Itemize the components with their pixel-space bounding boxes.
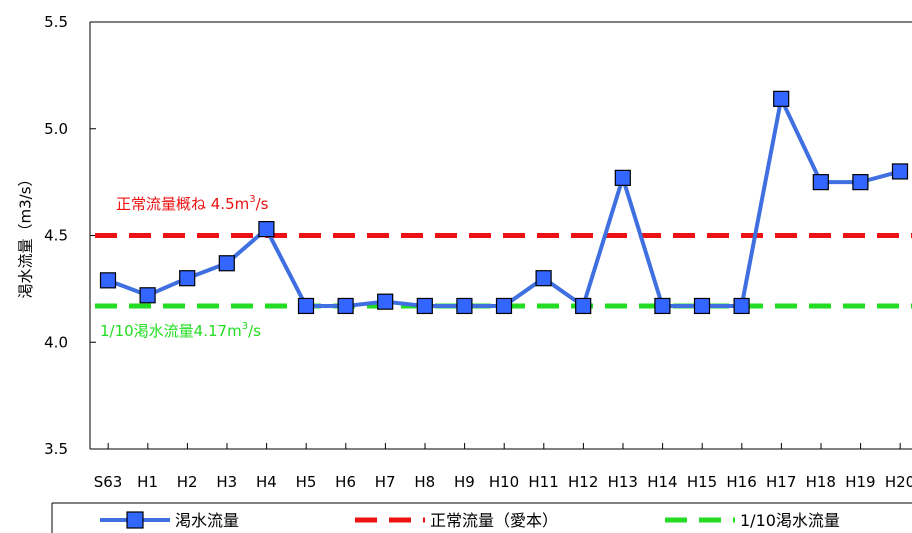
x-tick-label: H15 [687,473,717,491]
data-point [495,297,513,315]
x-tick-label: H9 [454,473,475,491]
x-tick-label: H6 [335,473,356,491]
data-point [812,174,829,191]
legend-marker-square [126,511,144,529]
legend-label-drought-flow: 1/10渇水流量 [740,511,840,530]
data-point [654,297,671,315]
x-tick-label: H12 [568,473,598,491]
y-tick-label: 3.5 [44,440,68,458]
data-point [733,297,750,315]
x-tick-label: H1 [137,473,158,491]
y-tick-label: 4.0 [44,333,68,351]
x-tick-label: H20 [885,473,912,491]
x-tick-label: H18 [806,473,836,491]
x-tick-label: H17 [766,473,796,491]
data-point [773,90,790,107]
y-tick-label: 5.0 [44,120,68,138]
x-tick-label: H14 [647,473,677,491]
x-tick-label: H13 [608,473,638,491]
reference-line-label: 1/10渇水流量4.17m3/s [100,321,261,340]
reference-line-label: 正常流量概ね 4.5m3/s [116,194,269,213]
data-point [99,272,117,289]
legend: 渇水流量 正常流量（愛本） 1/10渇水流量 [51,502,912,533]
data-point [337,297,354,315]
x-tick-label: H3 [216,473,237,491]
reference-lines: 正常流量概ね 4.5m3/s 1/10渇水流量4.17m3/s [95,194,912,340]
x-tick-label: H5 [296,473,317,491]
x-tick-label: H16 [726,473,756,491]
data-point [614,169,631,186]
x-tick-label: H2 [177,473,198,491]
data-point [139,287,156,304]
data-point [891,163,909,180]
data-point [575,297,592,315]
data-point [218,255,235,272]
data-point [297,297,315,315]
legend-item-flow: 渇水流量 [100,511,239,530]
data-point [377,293,394,310]
y-tick-label: 5.5 [44,13,68,31]
x-tick-label: H10 [489,473,519,491]
series-layer [99,90,909,315]
x-tick-label: H7 [375,473,396,491]
legend-label-flow: 渇水流量 [175,511,239,530]
y-axis-label: 渇水流量（m3/s） [17,171,35,298]
x-axis: S63 H1 H2 H3 H4 H5 H6 H7 H8 H9 H10 H11 H12 H13 H14 H15 H… [94,443,912,491]
data-point [456,297,473,315]
legend-label-normal-flow: 正常流量（愛本） [430,511,558,530]
y-axis: 3.5 4.0 4.5 5.0 5.5 [44,13,96,458]
x-tick-label: H19 [845,473,875,491]
x-tick-label: H8 [414,473,435,491]
data-point [258,220,275,238]
x-tick-label: H4 [256,473,277,491]
data-point [693,297,711,315]
data-point [416,297,433,315]
legend-item-drought-flow: 1/10渇水流量 [665,511,840,530]
data-point [179,270,196,287]
x-tick-label: S63 [94,473,123,491]
legend-item-normal-flow: 正常流量（愛本） [355,511,558,530]
data-point [852,174,869,191]
data-point [535,270,552,287]
x-tick-label: H11 [528,473,558,491]
y-tick-label: 4.5 [44,227,68,245]
